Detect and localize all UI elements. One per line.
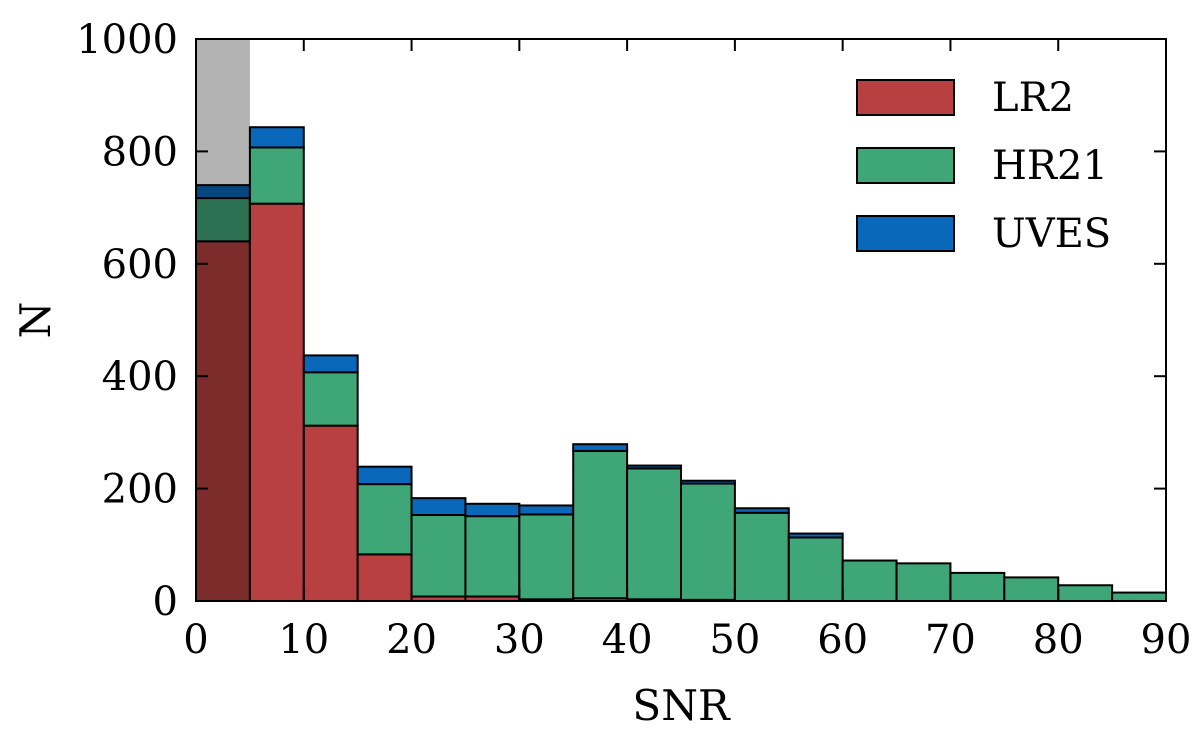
x-tick-label: 60 bbox=[817, 617, 868, 663]
bar-hr21-70 bbox=[949, 571, 1006, 603]
x-axis-label: SNR bbox=[632, 681, 731, 730]
y-axis-label: N bbox=[11, 302, 60, 339]
bar-uves-55 bbox=[787, 532, 844, 539]
legend-swatch-lr2 bbox=[856, 79, 955, 116]
legend-label-lr2: LR2 bbox=[992, 75, 1074, 121]
x-tick-label: 0 bbox=[183, 617, 208, 663]
bar-hr21-40 bbox=[626, 467, 682, 601]
legend-label-hr21: HR21 bbox=[992, 143, 1108, 189]
bar-hr21-50 bbox=[733, 511, 790, 602]
bar-uves-20 bbox=[410, 497, 467, 517]
legend-swatch-uves bbox=[856, 215, 955, 252]
x-tick-label: 70 bbox=[925, 617, 976, 663]
bar-hr21-0 bbox=[195, 197, 251, 243]
bar-lr2-5 bbox=[248, 202, 305, 603]
x-tick-label: 10 bbox=[278, 617, 329, 663]
bar-uves-30 bbox=[518, 504, 575, 516]
x-tick-label: 80 bbox=[1033, 617, 1084, 663]
bar-lr2-10 bbox=[302, 424, 359, 602]
x-tick-label: 50 bbox=[709, 617, 760, 663]
bar-hr21-5 bbox=[248, 146, 305, 205]
bar-hr21-60 bbox=[841, 559, 898, 603]
bar-uves-10 bbox=[302, 354, 359, 374]
bar-lr2-0 bbox=[195, 240, 251, 602]
x-tick-label: 90 bbox=[1141, 617, 1192, 663]
bar-uves-35 bbox=[572, 443, 629, 452]
bar-lr2-15 bbox=[356, 553, 413, 603]
y-tick-label: 1000 bbox=[76, 17, 178, 63]
bar-hr21-75 bbox=[1003, 576, 1060, 602]
legend: LR2 HR21 UVES bbox=[856, 75, 1111, 257]
y-tick-label: 800 bbox=[102, 129, 178, 175]
plot-frame bbox=[195, 38, 1167, 602]
bar-hr21-25 bbox=[464, 515, 521, 598]
bar-uves-40 bbox=[626, 464, 682, 470]
bar-uves-50 bbox=[733, 507, 790, 514]
y-tick-label: 600 bbox=[102, 242, 178, 288]
bar-uves-5 bbox=[248, 126, 305, 149]
legend-swatch-hr21 bbox=[856, 147, 955, 184]
bar-hr21-65 bbox=[895, 562, 952, 603]
bar-uves-25 bbox=[464, 502, 521, 518]
ticks-layer: 0 10 20 30 40 50 60 70 80 90 0 200 400 600 800 1000 bbox=[76, 17, 1191, 663]
y-tick-label: 0 bbox=[153, 579, 178, 625]
x-tick-label: 30 bbox=[494, 617, 545, 663]
bar-hr21-10 bbox=[302, 371, 359, 427]
x-tick-label: 40 bbox=[602, 617, 653, 663]
bars-layer bbox=[195, 126, 1167, 603]
bar-hr21-55 bbox=[787, 536, 844, 603]
bar-hr21-35 bbox=[572, 449, 629, 600]
y-tick-label: 200 bbox=[102, 467, 178, 513]
x-tick-label: 20 bbox=[386, 617, 437, 663]
bar-hr21-80 bbox=[1057, 584, 1114, 602]
bar-uves-45 bbox=[680, 479, 736, 485]
y-tick-label: 400 bbox=[102, 354, 178, 400]
legend-label-uves: UVES bbox=[992, 211, 1111, 257]
bar-uves-15 bbox=[356, 465, 413, 486]
bar-hr21-85 bbox=[1111, 591, 1167, 603]
bar-hr21-20 bbox=[410, 514, 467, 598]
bar-hr21-30 bbox=[518, 513, 575, 601]
bar-hr21-15 bbox=[356, 483, 413, 556]
bar-uves-0 bbox=[195, 184, 251, 200]
bar-hr21-45 bbox=[680, 482, 736, 601]
